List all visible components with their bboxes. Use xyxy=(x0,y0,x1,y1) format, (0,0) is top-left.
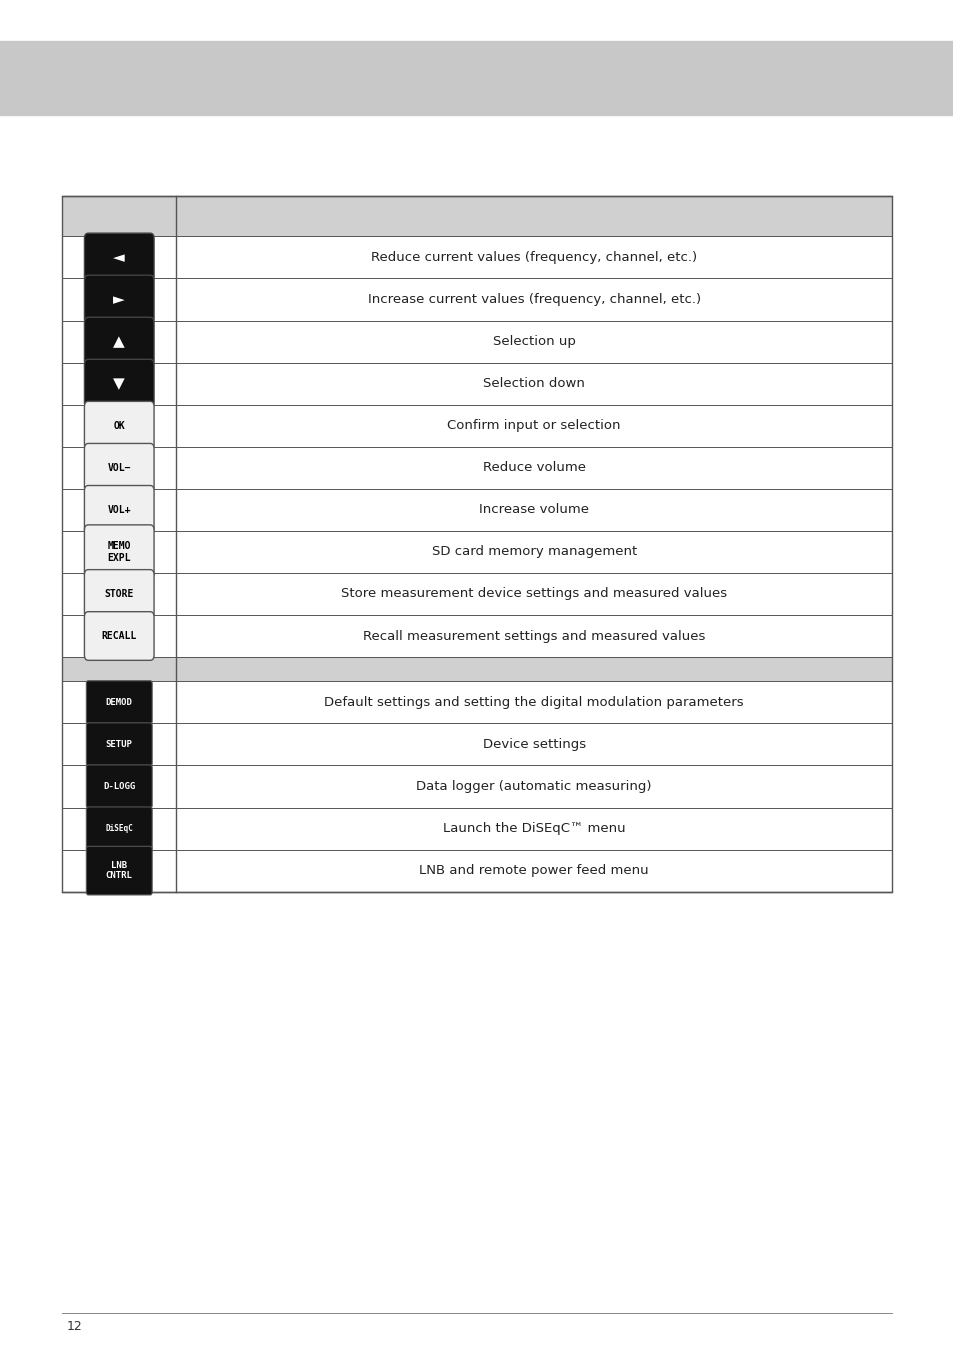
Bar xyxy=(62,681,891,723)
Text: Reduce volume: Reduce volume xyxy=(482,461,585,474)
FancyBboxPatch shape xyxy=(85,276,154,324)
FancyBboxPatch shape xyxy=(85,526,154,580)
Text: Default settings and setting the digital modulation parameters: Default settings and setting the digital… xyxy=(324,696,743,709)
Text: ►: ► xyxy=(113,292,125,307)
Text: LNB
CNTRL: LNB CNTRL xyxy=(106,861,132,881)
Bar xyxy=(62,362,891,405)
FancyBboxPatch shape xyxy=(85,485,154,534)
Bar xyxy=(62,573,891,615)
Text: DEMOD: DEMOD xyxy=(106,698,132,707)
Text: Confirm input or selection: Confirm input or selection xyxy=(447,419,620,432)
FancyBboxPatch shape xyxy=(85,443,154,492)
Text: D-LOGG: D-LOGG xyxy=(103,782,135,790)
FancyBboxPatch shape xyxy=(85,317,154,366)
Bar xyxy=(62,320,891,362)
Text: LNB and remote power feed menu: LNB and remote power feed menu xyxy=(419,865,648,877)
FancyBboxPatch shape xyxy=(87,723,152,766)
Text: ◄: ◄ xyxy=(113,250,125,265)
Bar xyxy=(0,41,953,115)
FancyBboxPatch shape xyxy=(85,234,154,282)
Text: Data logger (automatic measuring): Data logger (automatic measuring) xyxy=(416,780,651,793)
Text: Launch the DiSEqC™ menu: Launch the DiSEqC™ menu xyxy=(442,821,625,835)
FancyBboxPatch shape xyxy=(87,807,152,850)
Bar xyxy=(62,766,891,808)
Text: ▲: ▲ xyxy=(113,334,125,349)
FancyBboxPatch shape xyxy=(85,570,154,619)
Bar xyxy=(62,196,891,892)
Bar xyxy=(62,196,891,236)
Text: ▼: ▼ xyxy=(113,376,125,392)
Bar xyxy=(62,723,891,766)
Text: RECALL: RECALL xyxy=(102,631,136,640)
FancyBboxPatch shape xyxy=(85,612,154,661)
Bar xyxy=(62,489,891,531)
FancyBboxPatch shape xyxy=(85,359,154,408)
Text: Increase current values (frequency, channel, etc.): Increase current values (frequency, chan… xyxy=(367,293,700,307)
Text: Device settings: Device settings xyxy=(482,738,585,751)
Text: MEMO
EXPL: MEMO EXPL xyxy=(108,542,131,562)
Bar xyxy=(62,657,891,681)
Text: Reduce current values (frequency, channel, etc.): Reduce current values (frequency, channe… xyxy=(371,251,697,263)
Text: SD card memory management: SD card memory management xyxy=(431,546,637,558)
Text: SETUP: SETUP xyxy=(106,740,132,748)
Text: VOL−: VOL− xyxy=(108,463,131,473)
Text: Increase volume: Increase volume xyxy=(478,504,589,516)
FancyBboxPatch shape xyxy=(85,401,154,450)
Bar xyxy=(62,447,891,489)
Text: Store measurement device settings and measured values: Store measurement device settings and me… xyxy=(341,588,726,600)
Text: Selection up: Selection up xyxy=(493,335,575,349)
Bar xyxy=(62,808,891,850)
Bar xyxy=(62,850,891,892)
Text: Recall measurement settings and measured values: Recall measurement settings and measured… xyxy=(363,630,704,643)
Bar xyxy=(62,236,891,278)
Text: VOL+: VOL+ xyxy=(108,505,131,515)
FancyBboxPatch shape xyxy=(87,681,152,724)
FancyBboxPatch shape xyxy=(87,846,152,894)
Text: DiSEqC: DiSEqC xyxy=(105,824,133,834)
Text: OK: OK xyxy=(113,420,125,431)
Text: 12: 12 xyxy=(67,1320,83,1333)
Bar xyxy=(62,278,891,320)
Text: STORE: STORE xyxy=(105,589,133,598)
Bar xyxy=(62,531,891,573)
Text: Selection down: Selection down xyxy=(483,377,584,390)
Bar xyxy=(62,615,891,657)
Bar xyxy=(62,405,891,447)
FancyBboxPatch shape xyxy=(87,765,152,808)
